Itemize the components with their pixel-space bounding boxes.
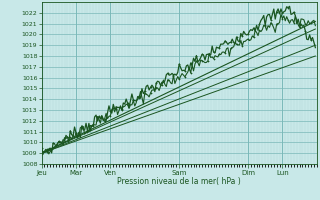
X-axis label: Pression niveau de la mer( hPa ): Pression niveau de la mer( hPa ) xyxy=(117,177,241,186)
